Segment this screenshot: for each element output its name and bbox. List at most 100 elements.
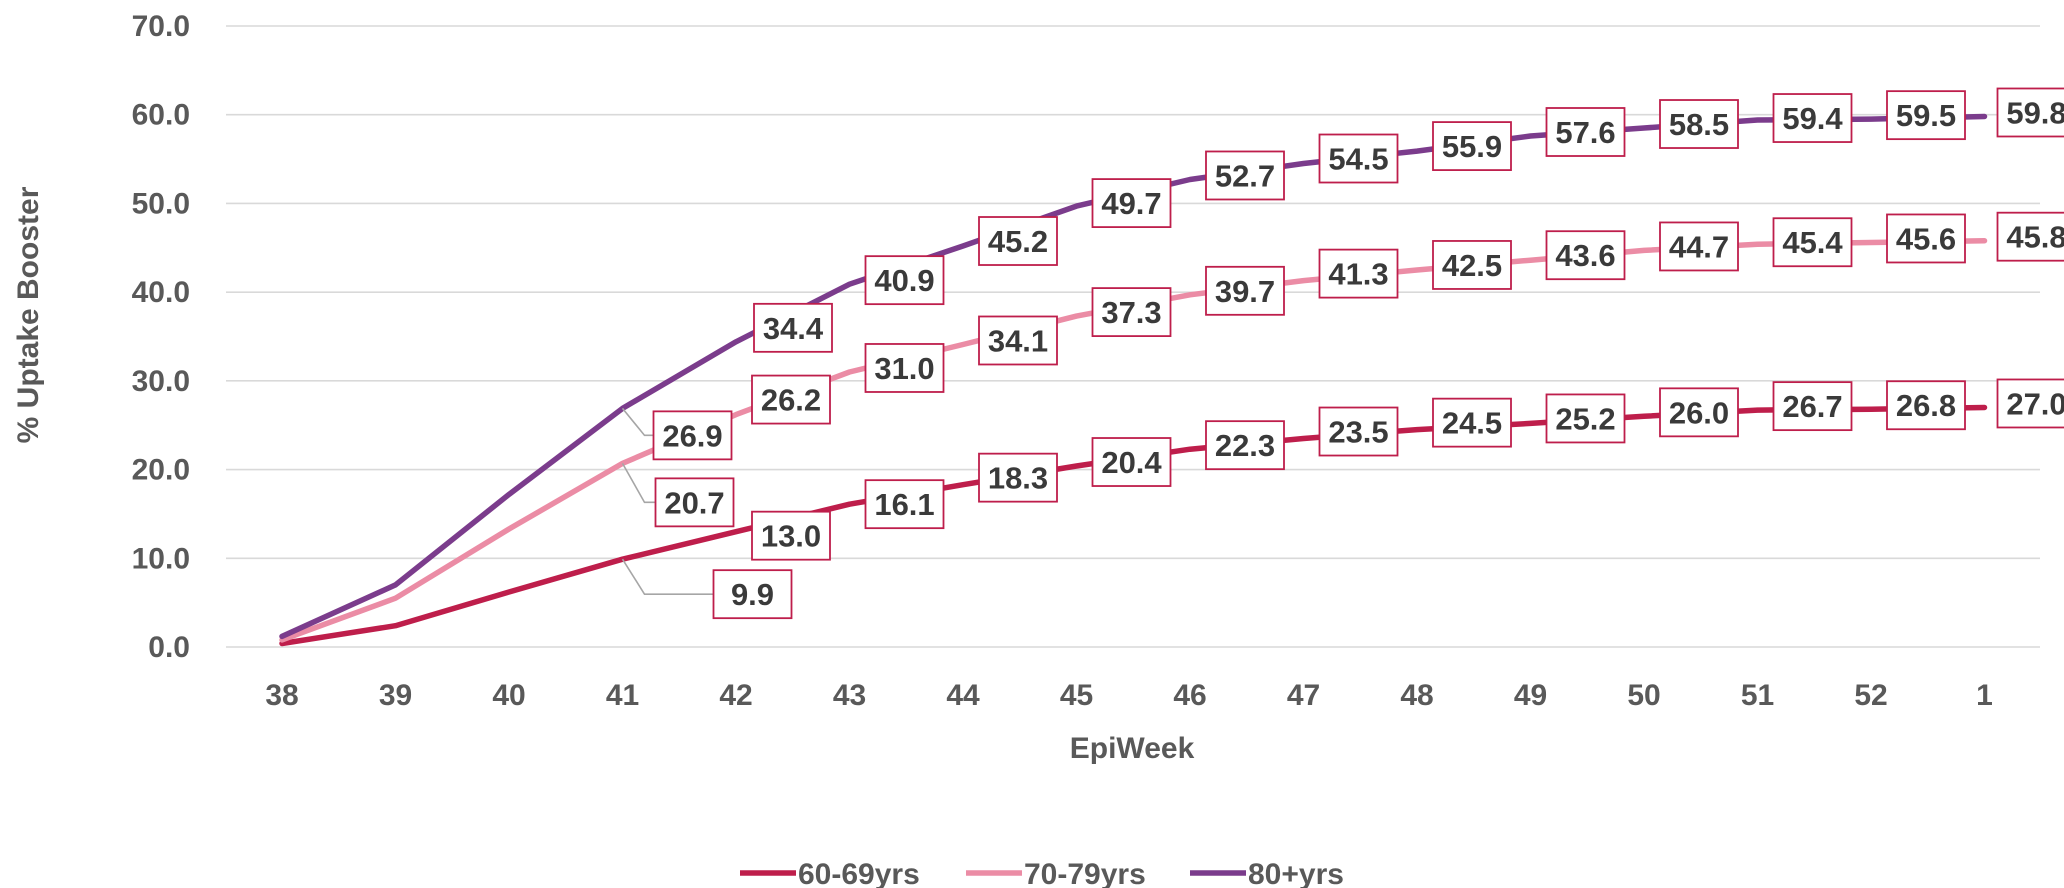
data-label-text: 40.9 (874, 263, 934, 298)
y-axis-ticks: 0.0 10.0 20.0 30.0 40.0 50.0 60.0 70.0 (132, 10, 190, 664)
data-label-box (1205, 150, 1285, 201)
data-label: 25.2 (1545, 393, 1626, 444)
data-label: 22.3 (1205, 420, 1285, 471)
data-label-box (1545, 230, 1626, 281)
data-label-text: 26.2 (761, 383, 821, 418)
data-label-text: 20.7 (664, 485, 724, 520)
data-label: 55.9 (1432, 121, 1512, 171)
data-label-box (1545, 107, 1626, 157)
data-label-text: 25.2 (1555, 401, 1615, 436)
legend-label: 70-79yrs (1024, 858, 1146, 888)
x-tick-label: 39 (379, 679, 412, 712)
data-label-box (864, 479, 945, 530)
data-label-text: 54.5 (1328, 142, 1388, 177)
data-label-box (1432, 397, 1512, 448)
label-leader (621, 558, 714, 595)
data-label-text: 59.5 (1896, 98, 1956, 133)
data-label: 39.7 (1205, 265, 1285, 316)
data-label-box (1545, 393, 1626, 444)
x-tick-label: 40 (492, 679, 525, 712)
data-label-box (1432, 240, 1512, 290)
y-tick-label: 60.0 (132, 99, 190, 132)
data-label: 54.5 (1318, 133, 1399, 184)
data-label: 59.5 (1886, 90, 1966, 141)
data-label-text: 9.9 (731, 577, 774, 612)
data-label-text: 13.0 (761, 519, 821, 554)
data-label-text: 37.3 (1101, 295, 1161, 330)
data-label-box (1205, 420, 1285, 471)
data-label-text: 45.6 (1896, 221, 1956, 256)
data-label-box (712, 569, 793, 620)
data-label: 37.3 (1091, 287, 1172, 337)
data-label-text: 45.2 (988, 224, 1048, 259)
x-tick-label: 42 (719, 679, 752, 712)
data-label-text: 49.7 (1101, 186, 1161, 221)
data-label: 43.6 (1545, 230, 1626, 281)
data-label-text: 31.0 (874, 351, 934, 386)
legend-item: 60-69yrs (740, 858, 920, 888)
data-label-box (1772, 381, 1853, 432)
data-label-box (1772, 217, 1853, 268)
label-leader (621, 462, 656, 504)
data-label: 57.6 (1545, 107, 1626, 157)
data-label: 59.8 (1996, 87, 2064, 138)
legend-item: 80+yrs (1190, 858, 1344, 888)
data-label: 20.4 (1091, 437, 1172, 487)
x-tick-label: 49 (1514, 679, 1547, 712)
data-label: 44.7 (1659, 221, 1739, 272)
data-label: 26.8 (1886, 380, 1966, 431)
y-tick-label: 20.0 (132, 454, 190, 487)
data-label-text: 24.5 (1442, 406, 1502, 441)
data-label: 26.2 (751, 374, 831, 425)
data-label-text: 59.8 (2006, 95, 2064, 130)
x-tick-label: 43 (833, 679, 866, 712)
data-label-text: 20.4 (1101, 445, 1162, 480)
data-label: 31.0 (864, 343, 945, 393)
x-tick-label: 41 (606, 679, 639, 712)
data-label-box (1432, 121, 1512, 171)
legend-label: 60-69yrs (798, 858, 920, 888)
data-label-box (864, 343, 945, 393)
y-tick-label: 0.0 (148, 631, 190, 664)
data-label-text: 44.7 (1669, 229, 1729, 264)
data-label-box (1318, 406, 1399, 457)
x-tick-label: 1 (1976, 679, 1993, 712)
label-leader-lines (621, 407, 714, 595)
data-label: 41.3 (1318, 248, 1399, 299)
x-tick-label: 51 (1741, 679, 1774, 712)
data-label-box (1886, 380, 1966, 431)
x-tick-label: 46 (1173, 679, 1206, 712)
data-label-text: 22.3 (1215, 428, 1275, 463)
data-label-box (1318, 248, 1399, 299)
data-label-text: 34.4 (763, 311, 824, 346)
y-axis-title: % Uptake Booster (12, 186, 45, 443)
data-label-text: 43.6 (1555, 238, 1615, 273)
data-label-box (978, 216, 1058, 266)
data-label: 40.9 (864, 255, 945, 306)
data-label: 45.4 (1772, 217, 1853, 268)
data-label-box (864, 255, 945, 306)
data-label: 9.9 (712, 569, 793, 620)
data-label: 45.6 (1886, 213, 1966, 264)
data-label-text: 57.6 (1555, 115, 1615, 150)
data-label-box (1659, 99, 1739, 149)
data-label-box (1659, 221, 1739, 272)
data-label-text: 45.4 (1782, 225, 1843, 260)
data-label-text: 23.5 (1328, 415, 1388, 450)
data-label: 42.5 (1432, 240, 1512, 290)
data-label-text: 45.8 (2006, 220, 2064, 255)
data-label-text: 39.7 (1215, 274, 1275, 309)
data-label-box (1996, 378, 2064, 429)
data-label-box (1318, 133, 1399, 184)
data-label: 52.7 (1205, 150, 1285, 201)
x-tick-label: 50 (1627, 679, 1660, 712)
x-tick-label: 47 (1287, 679, 1320, 712)
data-label-text: 55.9 (1442, 129, 1502, 164)
data-label: 49.7 (1091, 178, 1172, 228)
data-label-box (1996, 87, 2064, 138)
data-label: 23.5 (1318, 406, 1399, 457)
data-label: 34.4 (753, 302, 833, 353)
data-label-text: 42.5 (1442, 248, 1502, 283)
